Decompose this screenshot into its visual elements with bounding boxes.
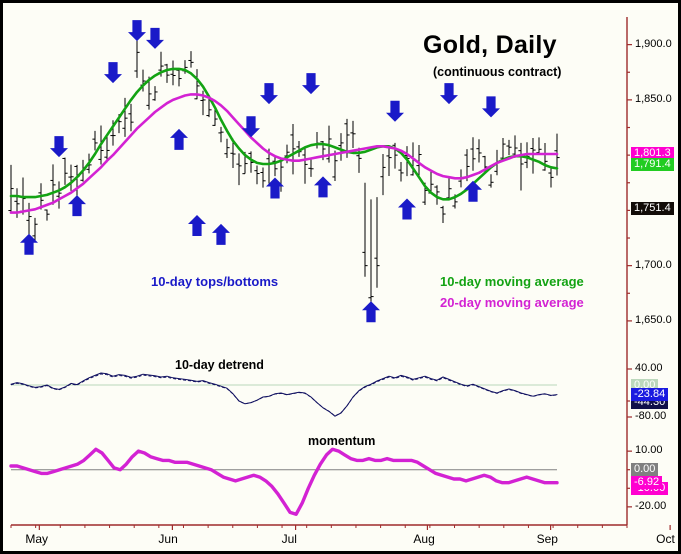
momentum-axis-label: -20.00 — [635, 499, 667, 512]
month-label-jul: Jul — [281, 532, 297, 546]
legend-ma10: 10-day moving average — [440, 274, 584, 289]
value-box-last-price: 1,751.4 — [631, 202, 674, 216]
price-bars — [8, 28, 560, 316]
tops-bottoms-markers — [20, 20, 500, 323]
value-box-detrend: -23.84 — [631, 388, 669, 402]
momentum-axis-label: 10.00 — [635, 444, 663, 457]
chart-background — [6, 6, 678, 551]
momentum-line — [9, 447, 559, 516]
gold-daily-chart — [6, 6, 678, 551]
month-label-may: May — [25, 532, 48, 546]
value-box-momentum: -6.92 — [631, 476, 663, 490]
month-label-jun: Jun — [158, 532, 178, 546]
detrend-axis-label: 40.00 — [635, 362, 663, 374]
detrend-axis-label: -80.00 — [635, 410, 667, 422]
panel-label-momentum: momentum — [308, 434, 376, 448]
price-axis-label: 1,900.0 — [635, 37, 672, 50]
month-label-sep: Sep — [536, 532, 558, 546]
month-label-aug: Aug — [413, 532, 435, 546]
month-label-oct: Oct — [656, 532, 675, 546]
value-box-ma10: 1,791.4 — [631, 158, 674, 172]
price-axis-label: 1,850.0 — [635, 92, 672, 105]
ma20-line — [9, 93, 559, 214]
legend-ma20: 20-day moving average — [440, 295, 584, 310]
value-box-momentum-zero: 0.00 — [631, 463, 659, 477]
value-box-ma20: 1,801.3 — [631, 147, 674, 161]
price-axis-label: 1,700.0 — [635, 258, 672, 271]
page-title: Gold, Daily — [423, 31, 557, 59]
detrend-line-dashed — [10, 373, 558, 417]
chart-subtitle: (continuous contract) — [433, 65, 562, 79]
panel-label-detrend: 10-day detrend — [175, 358, 264, 372]
legend-tops-bottoms: 10-day tops/bottoms — [151, 274, 279, 289]
price-axis-label: 1,650.0 — [635, 313, 672, 326]
